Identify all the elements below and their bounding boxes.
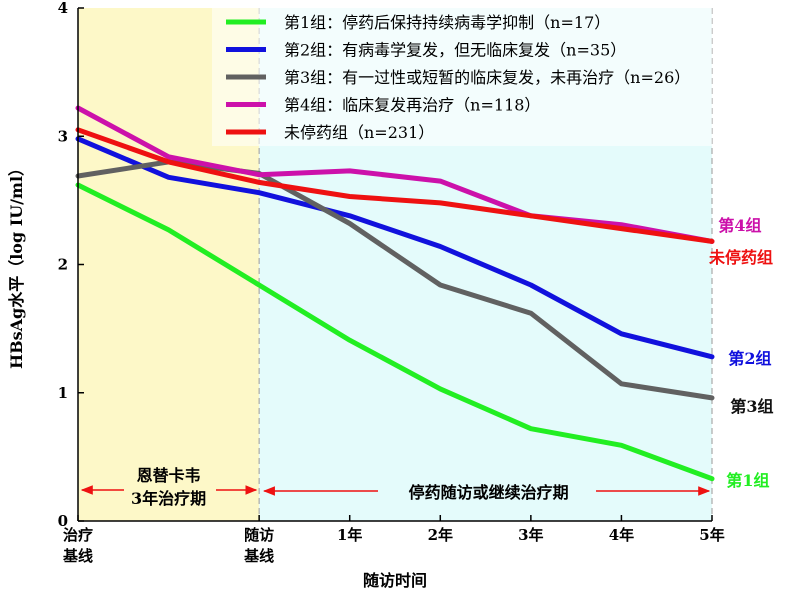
series-line-4 bbox=[75, 105, 715, 244]
legend-entry-1: 第1组：停药后保持持续病毒学抑制（n=17） bbox=[284, 13, 610, 32]
series-line-2 bbox=[75, 136, 715, 360]
end-label-4: 第4组 bbox=[718, 216, 761, 235]
legend-entry-5: 未停药组（n=231） bbox=[284, 123, 434, 142]
x-tick-label: 随访 bbox=[244, 526, 274, 544]
phase-label-followup: 停药随访或继续治疗期 bbox=[409, 483, 569, 502]
legend-box bbox=[212, 8, 712, 146]
phase-label-treatment-line1: 恩替卡韦 bbox=[137, 466, 201, 485]
x-tick-label: 基线 bbox=[243, 547, 274, 565]
end-label-3: 第3组 bbox=[730, 397, 773, 416]
x-tick-label: 2年 bbox=[428, 526, 453, 544]
y-tick-label: 4 bbox=[58, 0, 68, 17]
y-tick-label: 0 bbox=[58, 512, 68, 530]
x-tick-label: 5年 bbox=[699, 526, 724, 544]
end-label-2: 第2组 bbox=[728, 349, 771, 368]
y-tick-label: 2 bbox=[58, 256, 68, 274]
y-tick-label: 3 bbox=[58, 127, 68, 145]
x-tick-label: 4年 bbox=[609, 526, 634, 544]
x-tick-label: 治疗 bbox=[63, 526, 93, 544]
legend-entry-3: 第3组：有一过性或短暂的临床复发，未再治疗（n=26） bbox=[284, 68, 690, 87]
phase-label-treatment-line2: 3年治疗期 bbox=[131, 489, 206, 508]
x-tick-label: 3年 bbox=[518, 526, 543, 544]
y-tick-label: 1 bbox=[58, 384, 68, 402]
end-label-1: 第1组 bbox=[726, 471, 769, 490]
legend-entry-4: 第4组：临床复发再治疗（n=118） bbox=[284, 96, 540, 115]
y-axis-title: HBsAg水平（log IU/ml） bbox=[7, 160, 26, 369]
end-label-5: 未停药组 bbox=[708, 248, 773, 267]
x-axis-title: 随访时间 bbox=[363, 571, 427, 590]
legend-entry-2: 第2组：有病毒学复发，但无临床复发（n=35） bbox=[284, 41, 626, 60]
series-line-5 bbox=[75, 127, 715, 244]
x-tick-label: 基线 bbox=[62, 547, 93, 565]
x-tick-label: 1年 bbox=[337, 526, 362, 544]
series-line-1 bbox=[75, 182, 715, 482]
